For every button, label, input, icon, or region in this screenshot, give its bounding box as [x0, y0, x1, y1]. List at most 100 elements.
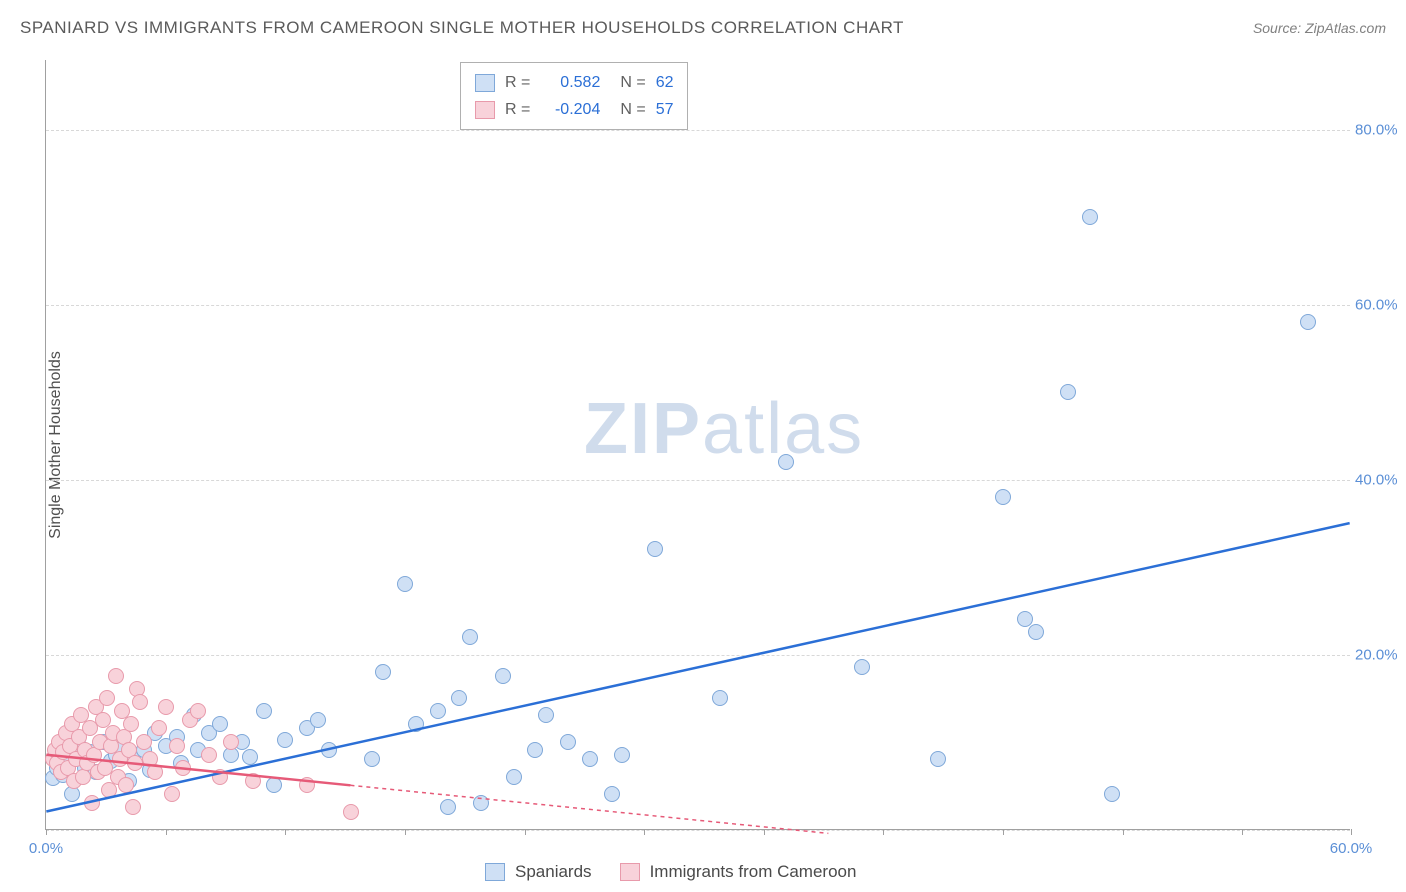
n-label: N =	[620, 96, 645, 123]
x-tick	[525, 829, 526, 835]
data-point	[451, 690, 467, 706]
watermark-bold: ZIP	[584, 389, 702, 469]
plot-area: Single Mother Households ZIPatlas 20.0%4…	[45, 60, 1350, 830]
data-point	[84, 795, 100, 811]
data-point	[127, 755, 143, 771]
x-tick	[764, 829, 765, 835]
data-point	[321, 742, 337, 758]
x-tick	[1351, 829, 1352, 835]
y-tick-label: 60.0%	[1355, 297, 1406, 314]
r-label: R =	[505, 69, 530, 96]
data-point	[1300, 314, 1316, 330]
x-tick	[883, 829, 884, 835]
data-point	[310, 712, 326, 728]
gridline-h	[46, 830, 1350, 831]
data-point	[506, 769, 522, 785]
data-point	[397, 576, 413, 592]
data-point	[408, 716, 424, 732]
source-label: Source: ZipAtlas.com	[1253, 20, 1386, 36]
data-point	[245, 773, 261, 789]
x-tick	[166, 829, 167, 835]
legend-series-label: Spaniards	[515, 862, 592, 882]
legend-swatch	[485, 863, 505, 881]
x-tick	[285, 829, 286, 835]
data-point	[854, 659, 870, 675]
data-point	[604, 786, 620, 802]
data-point	[440, 799, 456, 815]
n-value: 57	[656, 96, 674, 123]
data-point	[242, 749, 258, 765]
data-point	[430, 703, 446, 719]
x-tick-label: 60.0%	[1330, 840, 1373, 857]
data-point	[1028, 624, 1044, 640]
r-label: R =	[505, 96, 530, 123]
data-point	[495, 668, 511, 684]
data-point	[108, 668, 124, 684]
gridline-h	[46, 305, 1350, 306]
x-tick	[46, 829, 47, 835]
x-tick	[1242, 829, 1243, 835]
data-point	[256, 703, 272, 719]
data-point	[299, 777, 315, 793]
data-point	[375, 664, 391, 680]
data-point	[1082, 209, 1098, 225]
data-point	[778, 454, 794, 470]
data-point	[164, 786, 180, 802]
x-tick	[405, 829, 406, 835]
watermark: ZIPatlas	[584, 388, 864, 470]
data-point	[266, 777, 282, 793]
data-point	[473, 795, 489, 811]
data-point	[277, 732, 293, 748]
legend-series-label: Immigrants from Cameroon	[650, 862, 857, 882]
n-label: N =	[620, 69, 645, 96]
legend-row: R =0.582N =62	[475, 69, 673, 96]
data-point	[169, 738, 185, 754]
data-point	[462, 629, 478, 645]
correlation-legend: R =0.582N =62R =-0.204N =57	[460, 62, 688, 130]
data-point	[582, 751, 598, 767]
series-legend: Spaniards Immigrants from Cameroon	[485, 862, 874, 882]
n-value: 62	[656, 69, 674, 96]
data-point	[212, 769, 228, 785]
data-point	[99, 690, 115, 706]
gridline-h	[46, 480, 1350, 481]
gridline-h	[46, 130, 1350, 131]
data-point	[1060, 384, 1076, 400]
x-tick	[1003, 829, 1004, 835]
data-point	[201, 747, 217, 763]
data-point	[125, 799, 141, 815]
data-point	[930, 751, 946, 767]
data-point	[343, 804, 359, 820]
data-point	[527, 742, 543, 758]
data-point	[118, 777, 134, 793]
legend-row: R = -0.204 N = 57	[475, 96, 673, 123]
data-point	[147, 764, 163, 780]
data-point	[136, 734, 152, 750]
y-tick-label: 20.0%	[1355, 647, 1406, 664]
data-point	[647, 541, 663, 557]
data-point	[123, 716, 139, 732]
data-point	[995, 489, 1011, 505]
legend-swatch	[620, 863, 640, 881]
data-point	[364, 751, 380, 767]
data-point	[175, 760, 191, 776]
data-point	[560, 734, 576, 750]
data-point	[1104, 786, 1120, 802]
y-tick-label: 80.0%	[1355, 122, 1406, 139]
data-point	[190, 703, 206, 719]
y-tick-label: 40.0%	[1355, 472, 1406, 489]
data-point	[158, 699, 174, 715]
data-point	[132, 694, 148, 710]
gridline-h	[46, 655, 1350, 656]
legend-swatch	[475, 74, 495, 92]
y-axis-title: Single Mother Households	[47, 351, 65, 539]
chart-title: SPANIARD VS IMMIGRANTS FROM CAMEROON SIN…	[20, 18, 904, 38]
data-point	[212, 716, 228, 732]
r-value: -0.204	[540, 96, 600, 123]
legend-swatch	[475, 101, 495, 119]
x-tick	[1123, 829, 1124, 835]
data-point	[223, 734, 239, 750]
data-point	[151, 720, 167, 736]
data-point	[712, 690, 728, 706]
data-point	[538, 707, 554, 723]
